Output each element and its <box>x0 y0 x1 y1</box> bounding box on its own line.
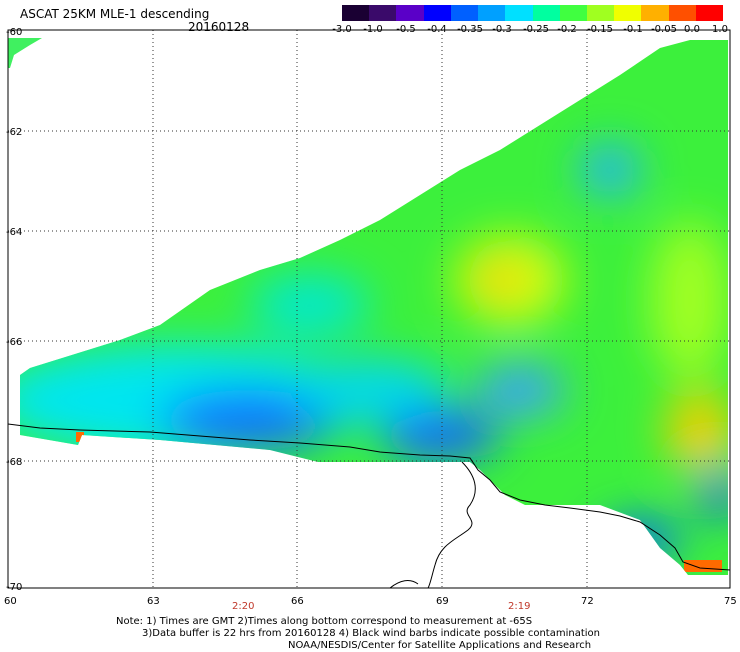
color-scale-segment <box>559 5 587 21</box>
lat-label: -68 <box>6 457 22 468</box>
color-scale-bar <box>342 5 724 21</box>
color-scale-segment <box>423 5 451 21</box>
color-scale-segment <box>369 5 397 21</box>
color-scale-segment <box>342 5 370 21</box>
color-scale-segment <box>478 5 506 21</box>
note-line-1: Note: 1) Times are GMT 2)Times along bot… <box>116 616 533 627</box>
coastline <box>7 423 731 571</box>
color-scale-segment <box>614 5 642 21</box>
grid-lines <box>8 30 730 588</box>
time-label: 2:20 <box>232 601 254 612</box>
note-line-2: 3)Data buffer is 22 hrs from 20160128 4)… <box>142 628 600 639</box>
lon-label: 72 <box>581 596 594 607</box>
wind-speed-swath <box>20 40 728 575</box>
coastline-inland <box>427 461 476 589</box>
lat-label: -64 <box>6 227 22 238</box>
color-scale-segment <box>586 5 615 21</box>
lat-label: -66 <box>6 337 22 348</box>
time-label: 2:19 <box>508 601 530 612</box>
color-scale-segment <box>450 5 479 21</box>
data-patch-top-left <box>8 38 42 68</box>
lon-label: 60 <box>4 596 17 607</box>
map-frame <box>7 29 731 589</box>
color-scale-segment <box>641 5 669 21</box>
lat-label: -62 <box>6 127 22 138</box>
map-title: ASCAT 25KM MLE-1 descending <box>20 7 210 21</box>
coastline-bay <box>389 580 419 589</box>
color-scale-segment <box>532 5 560 21</box>
color-scale-segment <box>668 5 696 21</box>
color-scale-segment <box>396 5 424 21</box>
lat-label: -70 <box>6 582 22 593</box>
note-line-3: NOAA/NESDIS/Center for Satellite Applica… <box>288 640 592 651</box>
lon-label: 75 <box>724 596 737 607</box>
color-scale-segment <box>695 5 724 21</box>
color-scale-segment <box>505 5 533 21</box>
footnotes: Note: 1) Times are GMT 2)Times along bot… <box>116 616 600 652</box>
lon-label: 69 <box>436 596 449 607</box>
lon-label: 66 <box>291 596 304 607</box>
lon-label: 63 <box>147 596 160 607</box>
lat-label: -60 <box>6 27 22 38</box>
